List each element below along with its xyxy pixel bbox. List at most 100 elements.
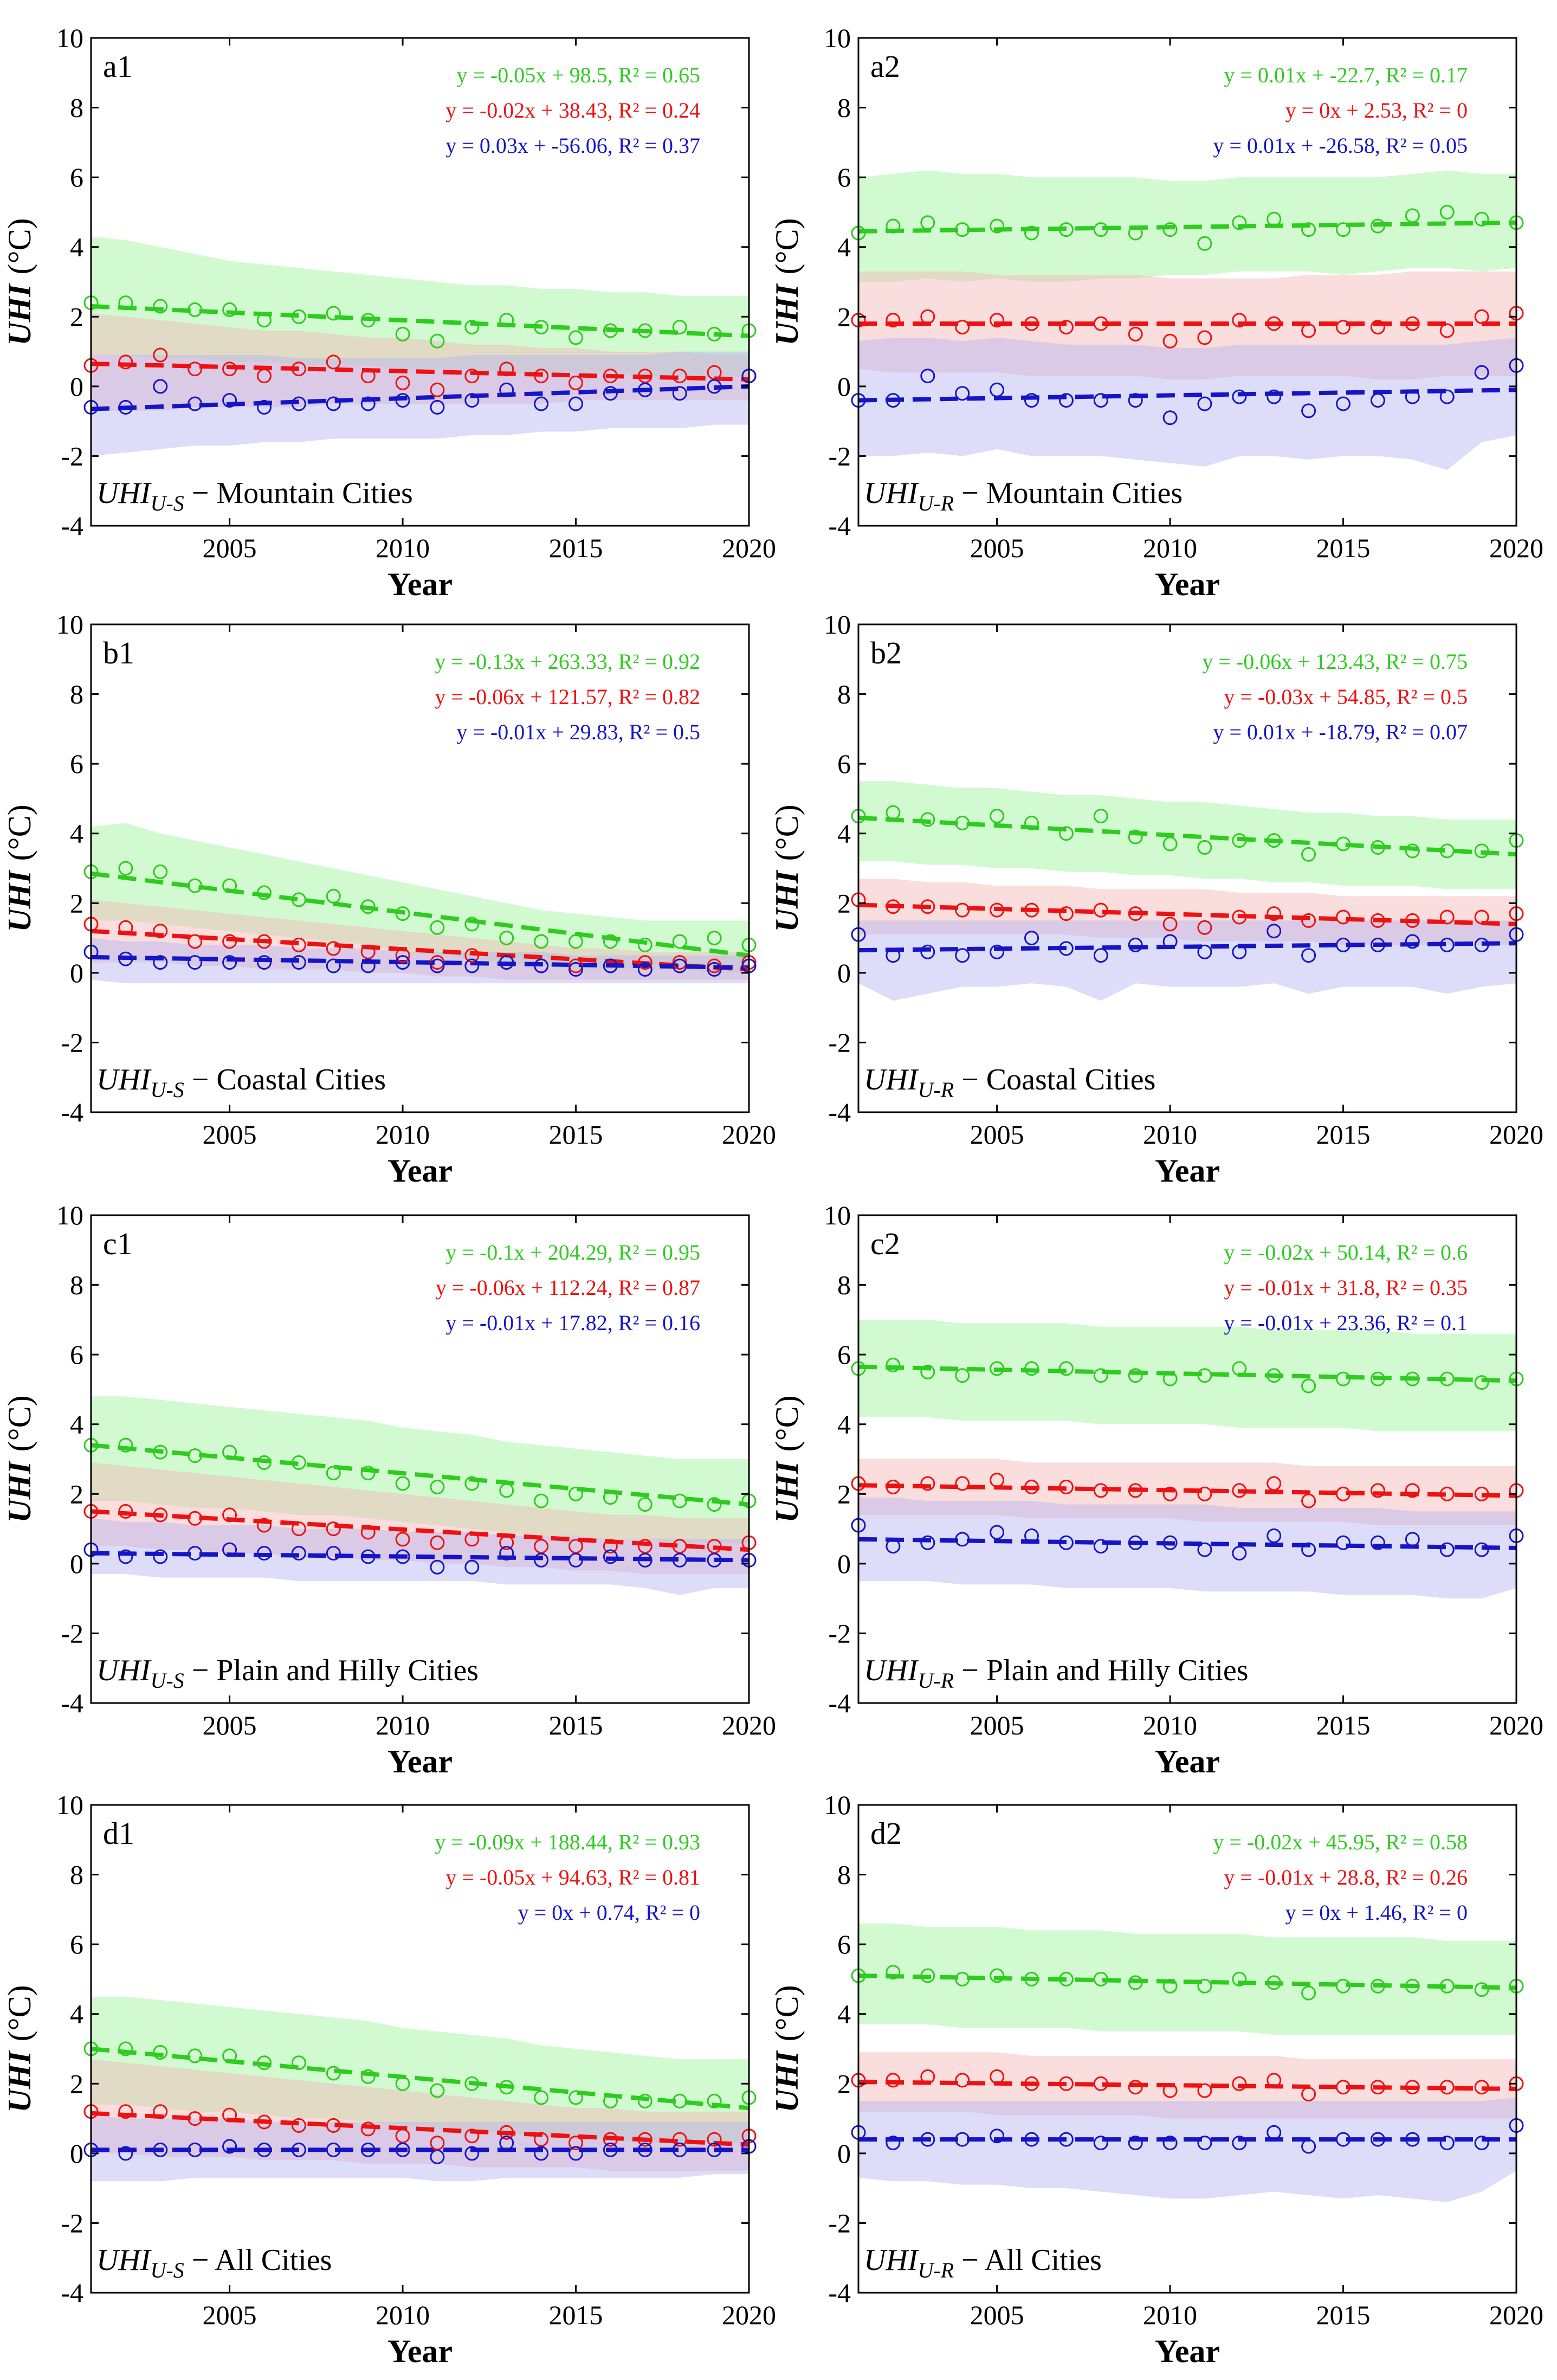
green-data-point: [1267, 211, 1282, 227]
x-tick-label: 2020: [1489, 533, 1543, 563]
blue-data-point: [1058, 393, 1074, 408]
blue-data-point: [1336, 1535, 1351, 1550]
y-tick-label: 2: [837, 888, 851, 918]
green-data-point: [1336, 836, 1351, 852]
panel-tag: c2: [870, 1226, 900, 1261]
blue-data-point: [257, 955, 272, 970]
y-tick-label: -2: [828, 1027, 851, 1057]
red-data-point: [1336, 1486, 1351, 1501]
green-data-point: [1301, 1985, 1316, 2001]
red-data-point: [464, 369, 480, 384]
red-data-point: [1267, 2073, 1282, 2088]
blue-data-point: [188, 955, 203, 970]
red-data-point: [118, 1504, 133, 1519]
green-data-point: [153, 299, 168, 314]
red-data-point: [707, 2132, 722, 2147]
blue-data-point: [1336, 2132, 1351, 2147]
panel-caption: UHIU-S − All Cities: [96, 2243, 332, 2282]
green-data-point: [499, 931, 514, 946]
blue-data-point: [1162, 934, 1178, 949]
red-data-point: [118, 920, 133, 935]
green-data-point: [1128, 225, 1143, 241]
blue-data-point: [464, 2146, 480, 2161]
green-data-point: [118, 1437, 133, 1453]
green-data-point: [603, 1490, 618, 1505]
blue-data-point: [707, 2142, 722, 2157]
blue-data-point: [1058, 2132, 1074, 2147]
y-tick-label: -4: [828, 511, 851, 541]
red-data-point: [1232, 2076, 1247, 2091]
blue-data-point: [430, 958, 445, 973]
red-data-point: [1405, 913, 1420, 928]
red-data-point: [1162, 333, 1178, 349]
blue-data-point: [326, 1546, 341, 1561]
red-data-point: [464, 948, 480, 963]
red-regression-equation: y = -0.01x + 28.8, R² = 0.26: [1224, 1865, 1468, 1889]
red-data-point: [1162, 2083, 1178, 2098]
red-data-point: [395, 1532, 410, 1547]
green-data-point: [1162, 836, 1178, 852]
green-data-point: [637, 2093, 652, 2108]
green-data-point: [1301, 222, 1316, 237]
panel-tag: b2: [870, 635, 902, 670]
red-data-point: [603, 369, 618, 384]
green-data-point: [707, 1497, 722, 1512]
blue-data-point: [603, 386, 618, 401]
red-data-point: [672, 955, 687, 970]
x-tick-label: 2005: [970, 1119, 1024, 1150]
blue-data-point: [326, 2142, 341, 2157]
blue-data-point: [222, 1542, 237, 1557]
green-data-point: [1024, 1971, 1039, 1986]
green-data-point: [920, 812, 935, 827]
red-data-point: [153, 924, 168, 939]
blue-data-point: [360, 958, 376, 973]
blue-regression-equation: y = 0.01x + -18.79, R² = 0.07: [1213, 720, 1468, 744]
blue-data-point: [291, 396, 306, 411]
blue-data-point: [1267, 1528, 1282, 1543]
green-data-point: [1162, 1978, 1178, 1994]
y-tick-label: 10: [824, 609, 851, 640]
green-data-point: [955, 222, 970, 237]
green-data-point: [1439, 204, 1455, 220]
green-data-point: [499, 313, 514, 328]
green-series-band: [91, 1396, 749, 1543]
blue-data-point: [395, 1549, 410, 1564]
red-data-point: [637, 369, 652, 384]
blue-data-point: [1128, 393, 1143, 408]
x-tick-label: 2015: [549, 2300, 603, 2330]
blue-data-point: [1162, 1535, 1178, 1550]
blue-data-point: [603, 2142, 618, 2157]
blue-data-point: [886, 948, 901, 963]
green-data-point: [1405, 208, 1420, 223]
blue-data-point: [1093, 948, 1108, 963]
blue-data-point: [1474, 937, 1489, 952]
red-data-point: [1474, 1486, 1489, 1501]
blue-data-point: [153, 379, 168, 394]
green-data-point: [430, 1479, 445, 1494]
green-regression-equation: y = -0.1x + 204.29, R² = 0.95: [445, 1240, 700, 1265]
y-tick-label: -4: [828, 1688, 851, 1718]
y-tick-label: 4: [70, 1999, 83, 2029]
red-series-band: [91, 2059, 749, 2171]
red-data-point: [118, 354, 133, 370]
y-tick-label: -2: [61, 1027, 83, 1057]
blue-data-point: [955, 948, 970, 963]
red-data-point: [153, 347, 168, 363]
green-data-point: [886, 1357, 901, 1372]
green-data-point: [1370, 1371, 1385, 1386]
blue-data-point: [568, 2146, 583, 2161]
plot-area: [91, 38, 749, 526]
green-data-point: [395, 2076, 410, 2091]
blue-regression-equation: y = 0x + 1.46, R² = 0: [1285, 1900, 1468, 1925]
blue-data-point: [672, 958, 687, 973]
green-data-point: [395, 326, 410, 341]
red-data-point: [360, 2121, 376, 2137]
red-data-point: [1024, 1479, 1039, 1494]
y-tick-label: 8: [70, 679, 83, 710]
red-data-point: [534, 1539, 549, 1554]
red-data-point: [1439, 2080, 1455, 2095]
red-data-point: [707, 958, 722, 973]
green-data-point: [534, 2090, 549, 2105]
green-data-point: [1405, 1978, 1420, 1994]
blue-data-point: [188, 1546, 203, 1561]
